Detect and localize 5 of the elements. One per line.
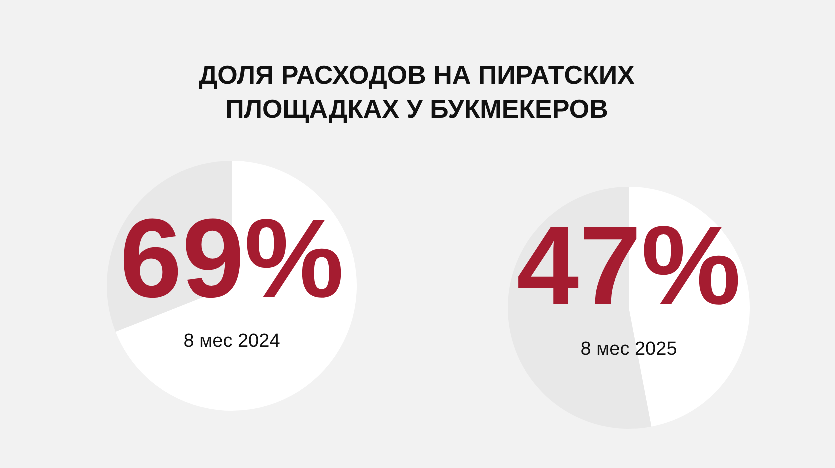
- data-label: 69%: [120, 196, 344, 321]
- data-label: 47%: [516, 202, 742, 328]
- text: 8 мес 2025: [580, 339, 678, 360]
- text: ДОЛЯ РАСХОДОВ НА ПИРАТСКИХ ПЛОЩАДКАХ У БУКМЕКЕРОВ: [198, 59, 636, 126]
- text: 8 мес 2024: [184, 331, 281, 352]
